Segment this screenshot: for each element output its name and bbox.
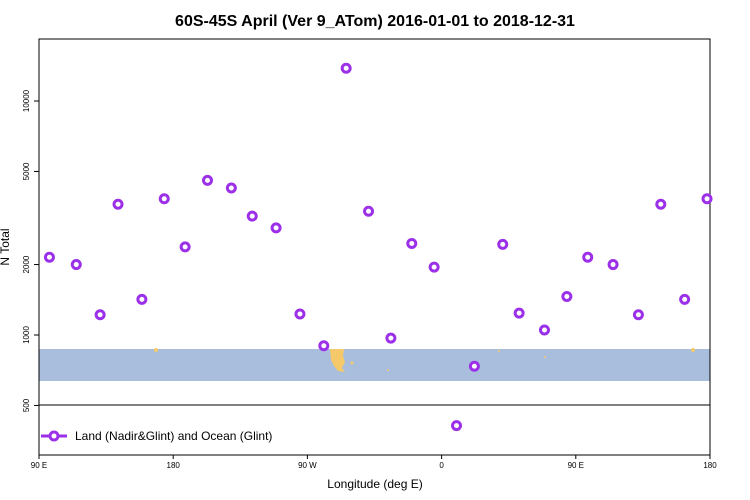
- x-tick-label-2: 90 W: [298, 461, 317, 470]
- legend-marker: [48, 430, 60, 442]
- chart-title: 60S-45S April (Ver 9_ATom) 2016-01-01 to…: [175, 13, 575, 30]
- data-point-10: [270, 222, 282, 234]
- data-point-0: [43, 251, 55, 263]
- land-patch-2: [387, 369, 389, 371]
- data-point-14: [363, 205, 375, 217]
- land-patch-5: [498, 350, 500, 352]
- data-point-2: [94, 309, 106, 321]
- x-tick-label-3: 0: [439, 461, 444, 470]
- data-point-19: [468, 360, 480, 372]
- data-point-28: [679, 293, 691, 305]
- data-point-13: [340, 62, 352, 74]
- x-tick-label-1: 180: [167, 461, 181, 470]
- data-point-8: [225, 182, 237, 194]
- y-tick-label-4: 10000: [22, 89, 31, 112]
- data-point-25: [607, 259, 619, 271]
- data-point-21: [513, 307, 525, 319]
- data-point-3: [112, 198, 124, 210]
- data-point-1: [70, 259, 82, 271]
- data-point-22: [538, 324, 550, 336]
- map-band: [39, 349, 710, 381]
- x-tick-label-0: 90 E: [31, 461, 47, 470]
- data-point-26: [632, 309, 644, 321]
- y-axis: 500 1000 2000 5000 10000: [22, 89, 39, 412]
- data-point-27: [655, 198, 667, 210]
- legend-label: Land (Nadir&Glint) and Ocean (Glint): [75, 429, 272, 443]
- scatter-points: [43, 62, 713, 432]
- y-tick-label-2: 2000: [22, 255, 31, 273]
- land-patch-0: [154, 348, 158, 352]
- data-point-12: [318, 340, 330, 352]
- land-patch-3: [544, 356, 546, 358]
- land-layer: [154, 348, 695, 372]
- data-point-7: [201, 174, 213, 186]
- land-patch-south-america: [330, 349, 345, 372]
- plot-frame: [38, 38, 711, 456]
- data-point-6: [179, 241, 191, 253]
- data-point-17: [428, 261, 440, 273]
- data-point-18: [451, 420, 463, 432]
- y-tick-label-1: 1000: [22, 326, 31, 344]
- data-point-23: [561, 291, 573, 303]
- data-point-4: [136, 293, 148, 305]
- data-point-15: [385, 332, 397, 344]
- x-tick-label-5: 180: [703, 461, 717, 470]
- data-point-16: [406, 238, 418, 250]
- y-tick-label-3: 5000: [22, 162, 31, 180]
- data-point-20: [497, 238, 509, 250]
- data-point-11: [294, 308, 306, 320]
- y-tick-label-0: 500: [22, 398, 31, 412]
- x-tick-label-4: 90 E: [568, 461, 584, 470]
- land-patch-1: [350, 361, 354, 365]
- data-point-29: [701, 193, 713, 205]
- data-point-24: [582, 251, 594, 263]
- data-point-9: [246, 210, 258, 222]
- y-axis-label: N Total: [0, 228, 12, 265]
- land-patch-4: [691, 348, 695, 352]
- x-axis-label: Longitude (deg E): [327, 477, 422, 491]
- x-axis: 90 E 180 90 W 0 90 E 180: [31, 455, 717, 470]
- data-point-5: [158, 193, 170, 205]
- legend: Land (Nadir&Glint) and Ocean (Glint): [41, 429, 272, 443]
